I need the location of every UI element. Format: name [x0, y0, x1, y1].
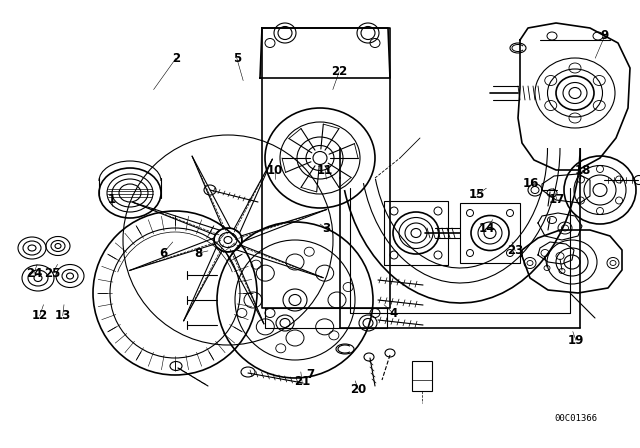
Text: 7: 7 [307, 367, 314, 381]
Text: 11: 11 [317, 164, 333, 177]
Text: 13: 13 [54, 309, 71, 323]
Text: 5: 5 [233, 52, 241, 65]
Bar [412, 361, 432, 391]
Text: 21: 21 [294, 375, 310, 388]
Text: 23: 23 [507, 244, 524, 258]
Polygon shape [522, 230, 622, 293]
Bar [384, 201, 448, 265]
Polygon shape [262, 28, 390, 308]
Text: 15: 15 [468, 188, 485, 202]
Text: 2: 2 [172, 52, 180, 65]
Text: 16: 16 [523, 177, 540, 190]
Text: 18: 18 [574, 164, 591, 177]
Text: 3: 3 [323, 222, 330, 235]
Text: 14: 14 [478, 222, 495, 235]
Text: 22: 22 [331, 65, 348, 78]
Text: 24: 24 [26, 267, 42, 280]
Polygon shape [518, 23, 630, 170]
Text: 17: 17 [548, 193, 565, 206]
Text: 4: 4 [390, 307, 397, 320]
Text: 25: 25 [44, 267, 61, 280]
Text: 1: 1 [108, 193, 116, 206]
Text: 19: 19 [568, 334, 584, 347]
Text: 6: 6 [159, 246, 167, 260]
Text: 10: 10 [267, 164, 284, 177]
Text: 00C01366: 00C01366 [554, 414, 598, 423]
Text: 12: 12 [31, 309, 48, 323]
Text: 9: 9 [601, 29, 609, 43]
Text: 20: 20 [350, 383, 367, 396]
Bar [460, 203, 520, 263]
Text: 8: 8 [195, 246, 202, 260]
